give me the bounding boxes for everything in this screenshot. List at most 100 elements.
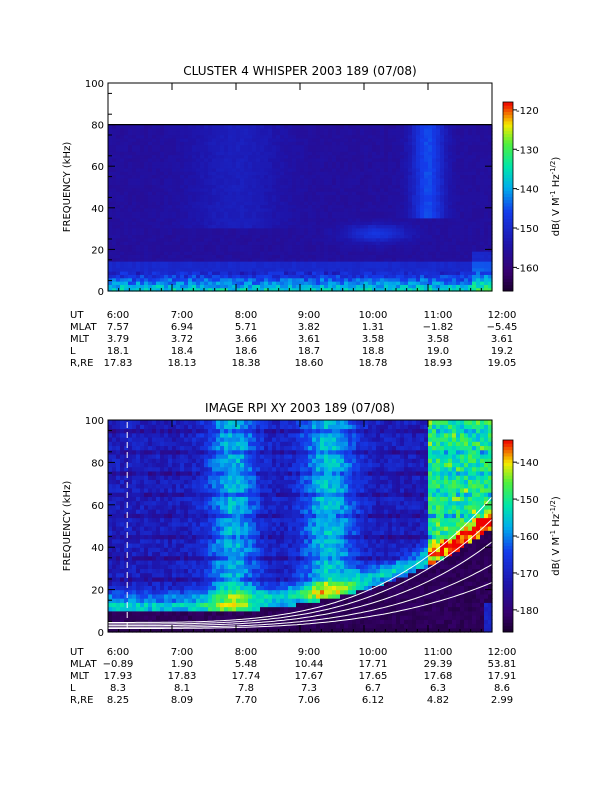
heatmap-cell	[240, 287, 245, 292]
heatmap-cell	[436, 244, 441, 249]
heatmap-cell	[332, 277, 337, 282]
heatmap-cell	[260, 174, 265, 179]
heatmap-cell	[136, 191, 141, 196]
heatmap-cell	[216, 197, 221, 202]
heatmap-cell	[256, 204, 261, 209]
heatmap-cell	[424, 157, 429, 162]
heatmap-cell	[240, 187, 245, 192]
heatmap-cell	[472, 217, 477, 222]
heatmap-cell	[144, 147, 149, 152]
heatmap-cell	[288, 264, 293, 269]
heatmap-cell	[208, 207, 213, 212]
heatmap-cell	[196, 174, 201, 179]
heatmap-cell	[284, 207, 289, 212]
heatmap-cell	[432, 204, 437, 209]
y-tick-label: 100	[85, 79, 104, 90]
heatmap-cell	[300, 207, 305, 212]
heatmap-cell	[412, 214, 417, 219]
heatmap-cell	[400, 274, 405, 279]
heatmap-cell	[232, 214, 237, 219]
heatmap-cell	[280, 171, 285, 176]
heatmap-cell	[240, 214, 245, 219]
heatmap-cell	[464, 244, 469, 249]
heatmap-cell	[416, 201, 421, 206]
heatmap-cell	[276, 237, 281, 242]
heatmap-cell	[424, 214, 429, 219]
heatmap-cell	[376, 241, 381, 246]
heatmap-cell	[352, 277, 357, 282]
heatmap-cell	[248, 127, 253, 132]
heatmap-cell	[200, 207, 205, 212]
heatmap-cell	[108, 264, 113, 269]
heatmap-cell	[440, 137, 445, 142]
heatmap-cell	[384, 251, 389, 255]
heatmap-cell	[228, 134, 233, 139]
heatmap-cell	[340, 217, 345, 222]
heatmap-cell	[476, 284, 481, 289]
heatmap-cell	[420, 131, 425, 136]
heatmap-cell	[324, 187, 329, 192]
heatmap-cell	[448, 251, 453, 255]
heatmap-cell	[268, 264, 273, 269]
heatmap-cell	[216, 174, 221, 179]
heatmap-cell	[332, 237, 337, 242]
heatmap-cell	[464, 164, 469, 169]
heatmap-cell	[232, 147, 237, 152]
heatmap-cell	[204, 197, 209, 202]
heatmap-cell	[424, 177, 429, 182]
heatmap-cell	[176, 244, 181, 249]
heatmap-cell	[384, 184, 389, 189]
heatmap-cell	[120, 234, 125, 239]
heatmap-cell	[488, 157, 493, 162]
heatmap-cell	[132, 201, 137, 206]
heatmap-cell	[468, 231, 473, 236]
heatmap-cell	[160, 264, 165, 269]
heatmap-cell	[364, 211, 369, 216]
heatmap-cell	[188, 247, 193, 252]
heatmap-cell	[324, 231, 329, 236]
heatmap-cell	[320, 274, 325, 279]
heatmap-cell	[408, 227, 413, 232]
heatmap-cell	[244, 194, 249, 199]
heatmap-cell	[120, 157, 125, 162]
heatmap-cell	[140, 204, 145, 209]
heatmap-cell	[488, 141, 493, 146]
heatmap-cell	[388, 141, 393, 146]
heatmap-cell	[304, 277, 309, 282]
heatmap-cell	[400, 214, 405, 219]
heatmap-cell	[424, 267, 429, 272]
heatmap-cell	[336, 224, 341, 229]
heatmap-cell	[176, 227, 181, 232]
heatmap-cell	[448, 257, 453, 262]
heatmap-cell	[304, 167, 309, 172]
heatmap-cell	[368, 251, 373, 255]
heatmap-cell	[364, 257, 369, 262]
heatmap-cell	[188, 161, 193, 166]
heatmap-cell	[456, 231, 461, 236]
heatmap-cell	[344, 274, 349, 279]
heatmap-cell	[244, 281, 249, 285]
heatmap-cell	[132, 214, 137, 219]
heatmap-cell	[352, 261, 357, 265]
heatmap-cell	[460, 191, 465, 196]
heatmap-cell	[252, 287, 257, 292]
heatmap-cell	[452, 164, 457, 169]
heatmap-cell	[324, 224, 329, 229]
heatmap-cell	[208, 154, 213, 159]
heatmap-cell	[152, 237, 157, 242]
heatmap-cell	[248, 277, 253, 282]
heatmap-cell	[172, 231, 177, 236]
heatmap-cell	[344, 287, 349, 292]
heatmap-cell	[240, 174, 245, 179]
heatmap-cell	[468, 141, 473, 146]
heatmap-cell	[444, 144, 449, 149]
heatmap-cell	[264, 264, 269, 269]
heatmap-cell	[424, 147, 429, 152]
heatmap-cell	[240, 147, 245, 152]
heatmap-cell	[140, 164, 145, 169]
heatmap-cell	[360, 244, 365, 249]
heatmap-cell	[436, 184, 441, 189]
heatmap-cell	[304, 191, 309, 196]
heatmap-cell	[248, 161, 253, 166]
heatmap-cell	[292, 264, 297, 269]
